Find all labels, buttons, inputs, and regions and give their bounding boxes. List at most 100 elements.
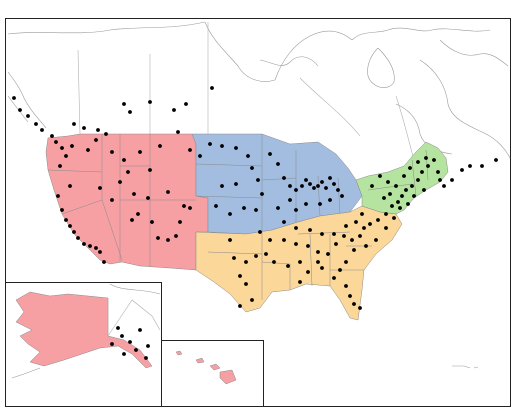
city-marker	[136, 212, 140, 216]
city-marker	[244, 260, 248, 264]
city-marker	[68, 184, 72, 188]
city-marker	[64, 218, 68, 222]
city-marker	[460, 168, 464, 172]
city-marker	[148, 168, 152, 172]
city-marker	[370, 184, 374, 188]
city-marker	[494, 158, 498, 162]
city-marker	[144, 356, 148, 360]
city-marker	[336, 188, 340, 192]
city-marker	[298, 280, 302, 284]
city-marker	[282, 238, 286, 242]
city-marker	[344, 224, 348, 228]
city-marker	[146, 196, 150, 200]
city-marker	[232, 256, 236, 260]
city-marker	[288, 198, 292, 202]
city-marker	[238, 304, 242, 308]
city-marker	[268, 152, 272, 156]
city-marker	[308, 182, 312, 186]
region-west	[45, 133, 209, 271]
city-marker	[436, 170, 440, 174]
city-marker	[294, 242, 298, 246]
city-marker	[56, 194, 60, 198]
city-marker	[328, 198, 332, 202]
city-marker	[234, 182, 238, 186]
city-marker	[298, 260, 302, 264]
city-marker	[174, 234, 178, 238]
city-marker	[258, 230, 262, 234]
city-marker	[182, 204, 186, 208]
city-marker	[82, 126, 86, 130]
hawaii-inset	[161, 340, 264, 407]
city-marker	[282, 220, 286, 224]
city-marker	[68, 224, 72, 228]
city-marker	[172, 108, 176, 112]
city-marker	[312, 186, 316, 190]
city-marker	[220, 144, 224, 148]
city-marker	[254, 254, 258, 258]
city-marker	[272, 260, 276, 264]
city-marker	[320, 180, 324, 184]
city-markers	[12, 86, 498, 360]
city-marker	[116, 326, 120, 330]
city-marker	[324, 186, 328, 190]
city-marker	[26, 114, 30, 118]
city-marker	[396, 200, 400, 204]
city-marker	[408, 166, 412, 170]
city-marker	[156, 236, 160, 240]
city-marker	[122, 352, 126, 356]
city-marker	[320, 266, 324, 270]
city-marker	[12, 96, 16, 100]
city-marker	[96, 128, 100, 132]
city-marker	[358, 234, 362, 238]
city-marker	[94, 138, 98, 142]
city-marker	[146, 344, 150, 348]
city-marker	[338, 268, 342, 272]
city-marker	[286, 264, 290, 268]
city-marker	[76, 236, 80, 240]
city-marker	[256, 178, 260, 182]
city-marker	[70, 144, 74, 148]
city-marker	[328, 176, 332, 180]
city-marker	[384, 226, 388, 230]
city-marker	[438, 178, 442, 182]
city-marker	[282, 176, 286, 180]
city-marker	[306, 244, 310, 248]
city-marker	[166, 190, 170, 194]
city-marker	[98, 250, 102, 254]
city-marker	[376, 218, 380, 222]
city-marker	[228, 238, 232, 242]
city-marker	[344, 284, 348, 288]
midwest-state-lines	[195, 134, 341, 232]
city-marker	[132, 192, 136, 196]
city-marker	[350, 238, 354, 242]
city-marker	[368, 222, 372, 226]
city-marker	[352, 302, 356, 306]
city-marker	[246, 154, 250, 158]
city-marker	[300, 184, 304, 188]
city-marker	[480, 164, 484, 168]
city-marker	[362, 226, 366, 230]
city-marker	[398, 206, 402, 210]
city-marker	[450, 178, 454, 182]
city-marker	[208, 142, 212, 146]
city-marker	[468, 164, 472, 168]
city-marker	[352, 248, 356, 252]
city-marker	[342, 234, 346, 238]
city-marker	[420, 170, 424, 174]
city-marker	[294, 188, 298, 192]
city-marker	[94, 246, 98, 250]
city-marker	[72, 230, 76, 234]
city-marker	[118, 180, 122, 184]
city-marker	[374, 238, 378, 242]
caribbean-islands	[452, 365, 479, 369]
city-marker	[416, 178, 420, 182]
city-marker	[318, 202, 322, 206]
city-marker	[50, 134, 54, 138]
city-marker	[402, 174, 406, 178]
city-marker	[122, 102, 126, 106]
city-marker	[382, 196, 386, 200]
city-marker	[306, 270, 310, 274]
city-marker	[244, 282, 248, 286]
city-marker	[234, 146, 238, 150]
city-marker	[58, 164, 62, 168]
